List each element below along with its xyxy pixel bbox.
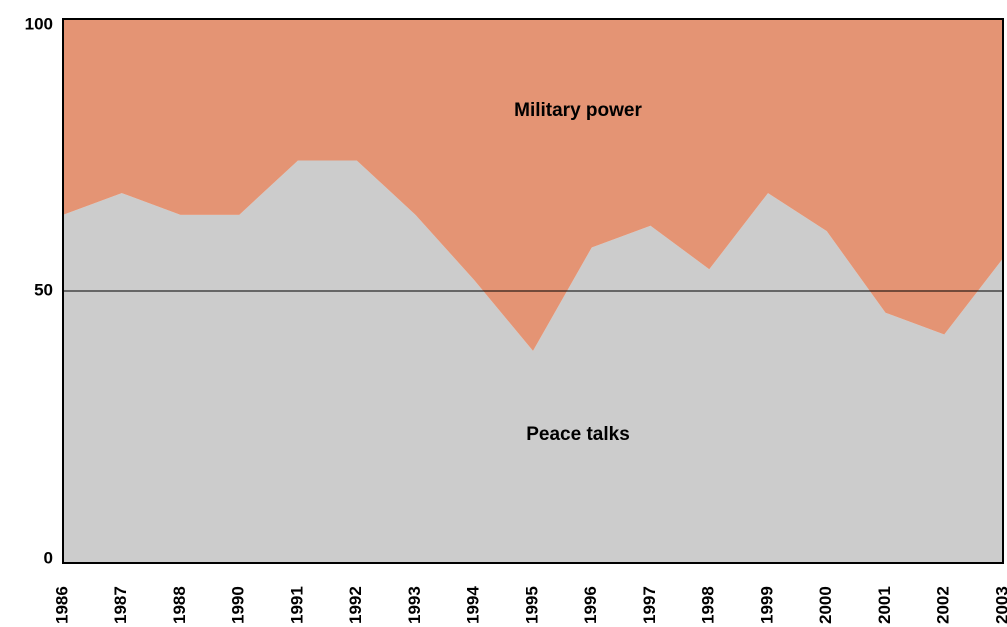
x-tick-label: 2002 xyxy=(934,586,953,624)
area xyxy=(63,160,1003,563)
x-tick-label: 1998 xyxy=(699,586,718,624)
x-tick-label: 1997 xyxy=(640,586,659,624)
area xyxy=(63,19,1003,351)
y-tick-label: 0 xyxy=(44,548,53,567)
x-tick-label: 1992 xyxy=(346,586,365,624)
x-tick-label: 1995 xyxy=(522,586,541,624)
x-tick-label: 1986 xyxy=(52,586,71,624)
plot-frame xyxy=(62,18,1004,564)
x-tick-label: 1996 xyxy=(581,586,600,624)
x-tick-label: 1987 xyxy=(111,586,130,624)
x-tick-label: 2000 xyxy=(816,586,835,624)
x-tick-label: 1993 xyxy=(405,586,424,624)
x-tick-label: 2001 xyxy=(875,586,894,624)
x-tick-label: 1999 xyxy=(757,586,776,624)
x-tick-label: 2003 xyxy=(992,586,1007,624)
x-tick-label: 1994 xyxy=(464,586,483,624)
series-label: Peace talks xyxy=(526,424,630,445)
x-tick-label: 1991 xyxy=(287,586,306,624)
series-label: Military power xyxy=(514,100,642,121)
y-tick-label: 100 xyxy=(25,14,53,33)
x-tick-label: 1988 xyxy=(170,586,189,624)
x-tick-label: 1990 xyxy=(229,586,248,624)
y-tick-label: 50 xyxy=(34,280,53,299)
